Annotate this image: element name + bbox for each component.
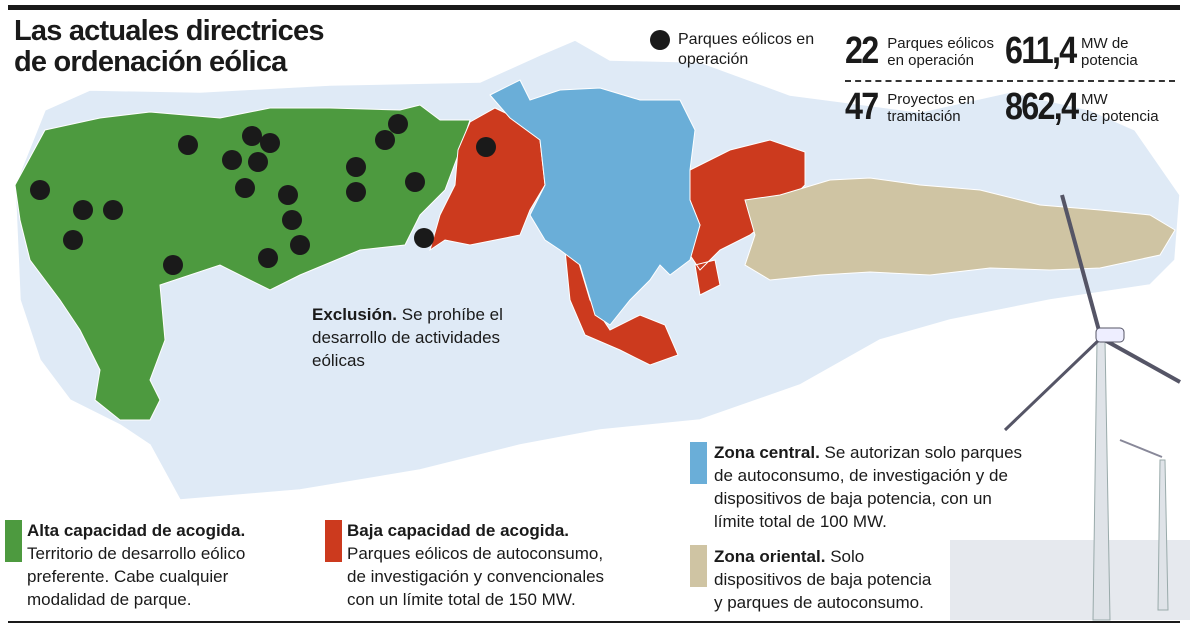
stat-label: MW de bbox=[1081, 34, 1129, 52]
legend-text: límite total de 100 MW. bbox=[714, 512, 887, 531]
legend-text: y parques de autoconsumo. bbox=[714, 593, 924, 612]
wind-park-dot bbox=[375, 130, 395, 150]
legend-text: de autoconsumo, de investigación y de bbox=[714, 466, 1008, 485]
stat-label: MW bbox=[1081, 90, 1108, 108]
label-text: desarrollo de actividades bbox=[312, 328, 501, 347]
legend-alta: Alta capacidad de acogida. Territorio de … bbox=[27, 519, 245, 611]
wind-park-dot bbox=[235, 178, 255, 198]
stat-value: 611,4 bbox=[1005, 30, 1077, 72]
legend-baja: Baja capacidad de acogida. Parques eólico… bbox=[347, 519, 604, 611]
legend-text: con un límite total de 150 MW. bbox=[347, 590, 576, 609]
wind-park-dot bbox=[248, 152, 268, 172]
wind-park-dot bbox=[346, 182, 366, 202]
wind-turbine-illustration bbox=[950, 194, 1190, 621]
label-text: Se prohíbe el bbox=[397, 305, 503, 324]
stat-projects: 47 Proyectos en tramitación bbox=[845, 86, 975, 129]
swatch-central bbox=[690, 442, 707, 484]
stat-power: 611,4 MW de potencia bbox=[1005, 30, 1138, 73]
page-title: Las actuales directrices de ordenación eó… bbox=[14, 16, 324, 78]
region-zona-central bbox=[489, 79, 701, 326]
wind-park-dots bbox=[30, 114, 496, 275]
stat-label: Proyectos en bbox=[887, 90, 975, 108]
legend-text: modalidad de parque. bbox=[27, 590, 192, 609]
legend-wind-parks: Parques eólicos en operación bbox=[650, 30, 814, 70]
wind-park-dot bbox=[258, 248, 278, 268]
dot-icon bbox=[650, 30, 670, 50]
legend-text: de investigación y convencionales bbox=[347, 567, 605, 586]
wind-park-dot bbox=[242, 126, 262, 146]
legend-oriental: Zona oriental. Solo dispositivos de baja … bbox=[714, 545, 931, 614]
legend-head: Zona central. bbox=[714, 443, 820, 462]
stat-projects-power: 862,4 MW de potencia bbox=[1005, 86, 1159, 129]
swatch-oriental bbox=[690, 545, 707, 587]
label-head: Exclusión. bbox=[312, 305, 398, 324]
divider bbox=[845, 80, 1175, 82]
wind-park-dot bbox=[278, 185, 298, 205]
wind-park-dot bbox=[30, 180, 50, 200]
stat-value: 47 bbox=[845, 86, 879, 128]
bottom-rule bbox=[8, 621, 1180, 623]
legend-text: Solo bbox=[825, 547, 865, 566]
wind-park-dot bbox=[414, 228, 434, 248]
label-text: eólicas bbox=[312, 351, 365, 370]
top-rule bbox=[8, 5, 1180, 10]
wind-park-dot bbox=[346, 157, 366, 177]
stat-label: en operación bbox=[887, 51, 975, 69]
stat-parks: 22 Parques eólicos en operación bbox=[845, 30, 994, 73]
title-line-1: Las actuales directrices bbox=[14, 15, 324, 47]
region-baja-capacidad bbox=[429, 107, 806, 366]
stat-value: 862,4 bbox=[1005, 86, 1079, 128]
legend-text: dispositivos de baja potencia bbox=[714, 570, 932, 589]
swatch-alta bbox=[5, 520, 22, 562]
legend-label: operación bbox=[678, 51, 749, 68]
stat-label: Parques eólicos bbox=[887, 34, 995, 52]
legend-head: Alta capacidad de acogida. bbox=[27, 521, 246, 540]
wind-park-dot bbox=[405, 172, 425, 192]
label-exclusion: Exclusión. Se prohíbe el desarrollo de ac… bbox=[312, 303, 503, 372]
wind-park-dot bbox=[260, 133, 280, 153]
legend-central: Zona central. Se autorizan solo parques d… bbox=[714, 441, 1022, 533]
wind-park-dot bbox=[282, 210, 302, 230]
stat-label: potencia bbox=[1081, 51, 1138, 69]
legend-text: preferente. Cabe cualquier bbox=[27, 567, 229, 586]
legend-text: Territorio de desarrollo eólico bbox=[27, 544, 246, 563]
wind-park-dot bbox=[63, 230, 83, 250]
stat-label: de potencia bbox=[1081, 107, 1159, 125]
stat-label: tramitación bbox=[887, 107, 961, 125]
region-zona-oriental bbox=[744, 177, 1176, 281]
legend-text: Se autorizan solo parques bbox=[819, 443, 1023, 462]
swatch-baja bbox=[325, 520, 342, 562]
wind-park-dot bbox=[163, 255, 183, 275]
wind-park-dot bbox=[290, 235, 310, 255]
wind-park-dot bbox=[388, 114, 408, 134]
stat-value: 22 bbox=[845, 30, 879, 72]
wind-park-dot bbox=[178, 135, 198, 155]
legend-text: Parques eólicos de autoconsumo, bbox=[347, 544, 604, 563]
wind-park-dot bbox=[476, 137, 496, 157]
title-line-2: de ordenación eólica bbox=[14, 46, 287, 78]
legend-head: Baja capacidad de acogida. bbox=[347, 521, 570, 540]
wind-park-dot bbox=[103, 200, 123, 220]
legend-head: Zona oriental. bbox=[714, 547, 826, 566]
legend-text: dispositivos de baja potencia, con un bbox=[714, 489, 992, 508]
legend-label: Parques eólicos en bbox=[678, 31, 815, 48]
wind-park-dot bbox=[73, 200, 93, 220]
wind-park-dot bbox=[222, 150, 242, 170]
